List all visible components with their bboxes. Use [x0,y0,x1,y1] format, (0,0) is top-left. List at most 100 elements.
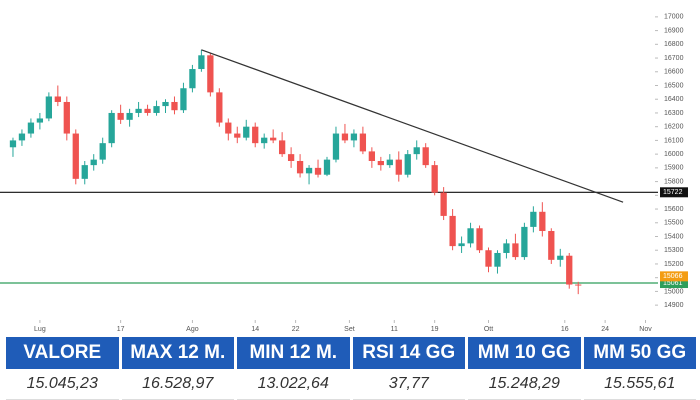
y-tick-label: 16600 [664,69,684,76]
table-header: MM 50 GG [583,337,696,369]
table-header: MM 10 GG [468,337,581,369]
candle-body [9,140,17,148]
candle-body [386,159,393,166]
candle-body [63,101,70,134]
candle-body [404,154,411,175]
table-value: 37,77 [352,369,465,400]
candle-body [512,243,519,258]
candle-body [566,255,573,285]
y-tick-label: 16700 [664,55,684,62]
y-tick-label: 16200 [664,124,684,131]
x-tick-label: 19 [431,326,439,333]
candle-body [45,96,53,119]
candle-body [180,88,187,111]
y-tick-label: 16300 [664,110,684,117]
candle-body [521,226,528,258]
y-tick-label: 14900 [664,302,684,309]
candle-body [90,159,97,166]
price-tag-label: 15061 [663,280,683,287]
candle-body [332,133,340,160]
y-tick-label: 15800 [664,178,684,185]
candle-body [494,252,501,267]
candle-body [476,228,483,251]
y-tick-label: 16500 [664,82,684,89]
candle-body [440,192,447,216]
candle-body [413,147,420,155]
price-tag [660,278,688,289]
candle-body [485,250,492,267]
y-tick-label: 16400 [664,96,684,103]
candle-body [252,126,259,144]
candle-body [261,137,268,144]
candle-body [198,55,205,70]
candle-body [368,151,376,161]
candle-body [189,69,196,89]
candle-body [72,133,79,179]
table-value: 13.022,64 [237,369,350,400]
candle-body [431,165,438,193]
price-tag-label: 15722 [663,189,683,196]
candle-body [225,122,232,134]
y-tick-label: 15900 [664,165,684,172]
chart: 1490015000151001520015300154001550015600… [0,14,688,333]
x-tick-label: 24 [601,326,609,333]
x-tick-label: Ago [186,326,199,333]
candle-body [359,133,367,152]
y-tick-label: 15200 [664,261,684,268]
candle-body [539,211,546,232]
y-tick-label: 15000 [664,288,684,295]
candle-body [287,154,295,161]
candle-body [323,159,331,175]
candle-body [314,167,322,175]
stats-table: VALORE MAX 12 M. MIN 12 M. RSI 14 GG MM 10 G… [6,337,696,400]
candle-body [243,126,250,138]
x-tick-label: 22 [292,326,300,333]
x-tick-label: 17 [117,326,125,333]
table-value: 15.045,23 [6,369,119,400]
table-value: 16.528,97 [121,369,234,400]
candle-body [467,228,474,244]
candle-body [503,243,510,253]
table-header: MIN 12 M. [237,337,350,369]
candle-body [548,231,555,260]
y-tick-label: 16000 [664,151,684,158]
table-header: VALORE [6,337,119,369]
candle-body [99,143,106,160]
candle-body [278,140,286,155]
table-value: 15.248,29 [468,369,581,400]
x-tick-label: 14 [251,326,259,333]
candle-body [305,167,313,174]
candle-body [449,215,456,247]
candle-body [144,108,151,113]
candle-body [27,122,35,134]
candle-body [18,133,26,141]
candle-body [36,118,44,123]
candle-body [341,133,349,141]
candle-body [207,55,214,93]
candle-body [530,211,537,227]
candle-body [117,112,124,120]
table-header: RSI 14 GG [352,337,465,369]
y-tick-label: 16900 [664,27,684,34]
table-value: 15.555,61 [583,369,696,400]
candle-body [234,133,241,138]
y-tick-label: 15400 [664,233,684,240]
y-tick-label: 16100 [664,137,684,144]
candle-body [135,108,142,113]
candle-body [171,101,178,111]
y-tick-label: 15300 [664,247,684,254]
candle-body [296,161,304,174]
candle-body [575,284,582,286]
trendline [201,49,624,203]
x-tick-label: Ott [484,326,493,333]
x-tick-label: Set [344,326,355,333]
candle-body [377,161,384,166]
y-tick-label: 15500 [664,220,684,227]
candle-body [108,112,115,144]
candle-body [395,159,402,175]
candle-body [350,133,358,141]
candle-body [557,255,564,260]
price-tag [660,271,688,282]
y-tick-label: 16800 [664,41,684,48]
